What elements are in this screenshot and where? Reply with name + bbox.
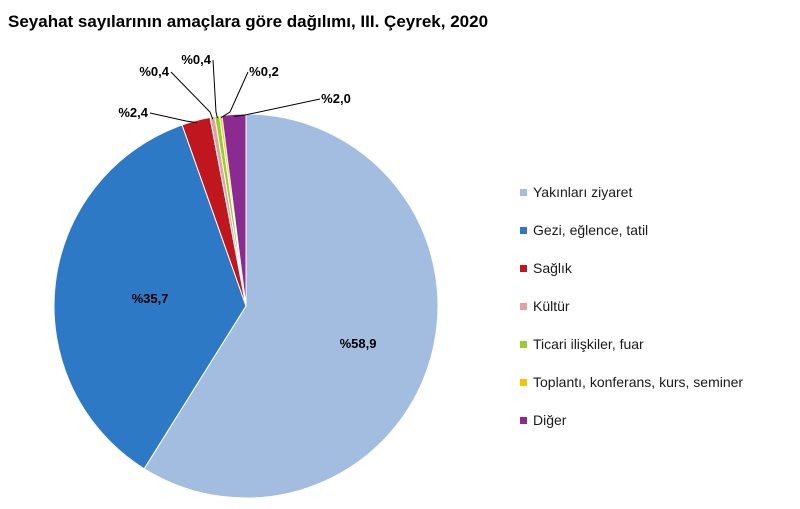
legend-item-5: Ticari ilişkiler, fuar bbox=[520, 325, 743, 363]
legend-swatch bbox=[520, 226, 527, 234]
legend-item-2: Gezi, eğlence, tatil bbox=[520, 211, 743, 249]
legend-label: Ticari ilişkiler, fuar bbox=[533, 336, 644, 352]
legend-item-6: Toplantı, konferans, kurs, seminer bbox=[520, 363, 743, 401]
pie-slice-2 bbox=[53, 124, 247, 470]
legend-item-1: Yakınları ziyaret bbox=[520, 173, 743, 211]
leader-line-4 bbox=[170, 71, 214, 120]
legend-swatch bbox=[520, 378, 527, 386]
legend-swatch bbox=[520, 264, 527, 272]
legend-label: Toplantı, konferans, kurs, seminer bbox=[533, 374, 744, 390]
legend-label: Kültür bbox=[533, 298, 570, 314]
legend-label: Yakınları ziyaret bbox=[533, 184, 633, 200]
data-label-2: %35,7 bbox=[132, 291, 169, 306]
legend-swatch bbox=[520, 188, 527, 196]
pie-slice-7 bbox=[221, 113, 247, 307]
legend-swatch bbox=[520, 302, 527, 310]
data-label-5: %0,4 bbox=[181, 52, 211, 67]
pie-slice-1 bbox=[143, 113, 439, 499]
leader-line-5 bbox=[212, 59, 218, 119]
data-label-1: %58,9 bbox=[340, 336, 377, 351]
legend-swatch bbox=[520, 416, 527, 424]
legend: Yakınları ziyaret Gezi, eğlence, tatil Sağ… bbox=[520, 173, 743, 439]
data-label-3: %2,4 bbox=[118, 105, 148, 120]
data-label-6: %0,2 bbox=[249, 64, 279, 79]
legend-item-7: Diğer bbox=[520, 401, 743, 439]
legend-label: Gezi, eğlence, tatil bbox=[533, 222, 649, 238]
leader-line-6 bbox=[220, 71, 249, 119]
legend-item-4: Kültür bbox=[520, 287, 743, 325]
legend-swatch bbox=[520, 340, 527, 348]
leader-line-3 bbox=[149, 112, 197, 124]
chart-title: Seyahat sayılarının amaçlara göre dağılı… bbox=[8, 12, 489, 31]
legend-label: Diğer bbox=[533, 412, 567, 428]
legend-label: Sağlık bbox=[533, 260, 572, 276]
legend-item-3: Sağlık bbox=[520, 249, 743, 287]
data-label-4: %0,4 bbox=[139, 64, 169, 79]
leader-line-7 bbox=[234, 98, 321, 117]
data-label-7: %2,0 bbox=[321, 91, 351, 106]
